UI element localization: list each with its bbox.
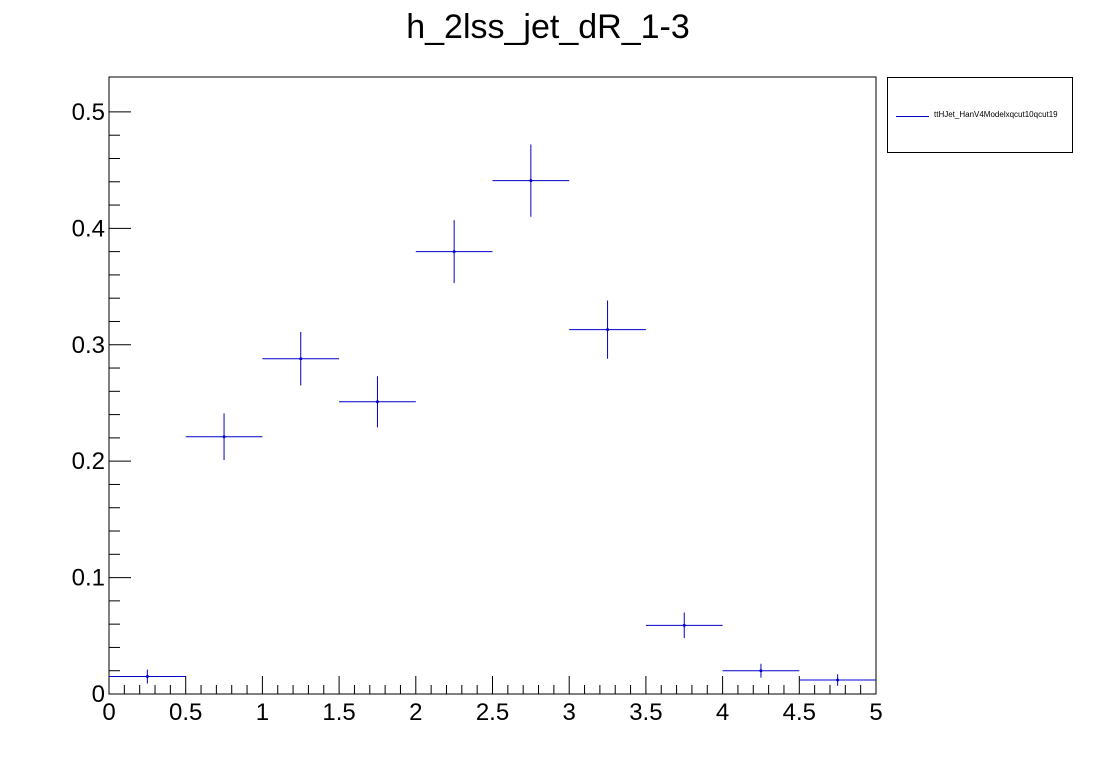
data-point bbox=[109, 669, 186, 684]
x-tick-label: 1 bbox=[256, 699, 269, 726]
x-tick-label: 4.5 bbox=[783, 699, 816, 726]
data-point bbox=[569, 300, 646, 359]
legend-series-line bbox=[896, 116, 929, 117]
x-tick-label: 3.5 bbox=[629, 699, 662, 726]
point-marker bbox=[529, 179, 533, 183]
point-marker bbox=[682, 623, 686, 627]
legend: ttHJet_HanV4Modelxqcut10qcut19 bbox=[887, 77, 1073, 153]
x-axis: 0 0.5 1 1.5 2 2.5 3 3.5 4 4.5 5 bbox=[102, 676, 883, 726]
point-marker bbox=[606, 328, 610, 332]
y-tick-label: 0.4 bbox=[72, 215, 105, 242]
data-points bbox=[109, 144, 876, 686]
y-tick-label: 0.5 bbox=[72, 99, 105, 126]
point-marker bbox=[222, 435, 226, 439]
y-tick-label: 0.1 bbox=[72, 565, 105, 592]
point-marker bbox=[299, 357, 303, 361]
x-tick-label: 2.5 bbox=[476, 699, 509, 726]
legend-series-label: ttHJet_HanV4Modelxqcut10qcut19 bbox=[934, 110, 1058, 119]
point-marker bbox=[759, 669, 763, 673]
point-marker bbox=[836, 678, 840, 682]
y-tick-label: 0.2 bbox=[72, 448, 105, 475]
data-point bbox=[722, 663, 800, 678]
y-tick-label: 0.3 bbox=[72, 332, 105, 359]
data-point bbox=[339, 376, 416, 428]
x-tick-label: 3 bbox=[563, 699, 576, 726]
point-marker bbox=[145, 675, 149, 679]
x-tick-label: 0.5 bbox=[169, 699, 202, 726]
chart-title: h_2lss_jet_dR_1-3 bbox=[406, 8, 690, 46]
y-axis: 0 0.1 0.2 0.3 0.4 0.5 bbox=[72, 99, 131, 708]
x-tick-label: 5 bbox=[869, 699, 882, 726]
point-marker bbox=[375, 400, 379, 404]
y-tick-label: 0 bbox=[92, 681, 105, 708]
data-point bbox=[415, 220, 493, 284]
data-point bbox=[492, 144, 570, 217]
point-marker bbox=[452, 250, 456, 254]
data-point bbox=[185, 413, 263, 461]
data-point bbox=[645, 612, 723, 639]
x-tick-label: 4 bbox=[716, 699, 729, 726]
plot-frame bbox=[108, 76, 877, 695]
x-tick-label: 0 bbox=[102, 699, 115, 726]
data-point bbox=[799, 674, 876, 686]
x-tick-label: 1.5 bbox=[322, 699, 355, 726]
x-tick-label: 2 bbox=[409, 699, 422, 726]
data-point bbox=[262, 331, 340, 386]
